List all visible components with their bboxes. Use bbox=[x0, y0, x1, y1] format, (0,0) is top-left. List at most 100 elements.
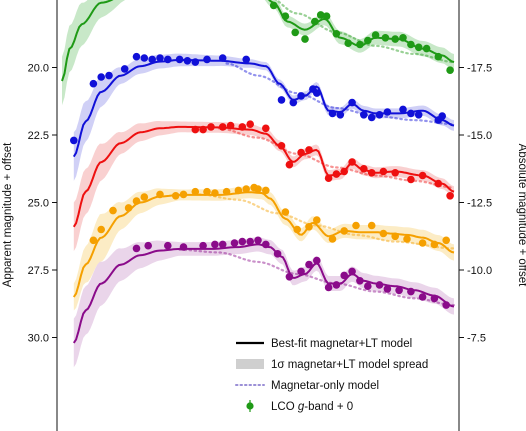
data-point-1-3 bbox=[105, 71, 113, 80]
data-point-2-23 bbox=[446, 192, 454, 200]
left-tick-label-1: 22.5 bbox=[28, 130, 49, 142]
data-point-3-20 bbox=[305, 223, 313, 231]
data-point-1-30 bbox=[414, 111, 423, 119]
data-point-1-4 bbox=[120, 65, 129, 73]
data-point-2-1 bbox=[199, 125, 207, 134]
data-point-3-23 bbox=[340, 227, 349, 235]
best-fit-curve-2 bbox=[72, 125, 455, 228]
data-point-1-11 bbox=[183, 57, 192, 65]
data-point-2-4 bbox=[226, 121, 235, 130]
data-point-2-17 bbox=[367, 169, 376, 177]
data-point-2-11 bbox=[305, 146, 313, 154]
data-point-4-27 bbox=[418, 293, 427, 301]
data-point-2-16 bbox=[360, 165, 368, 173]
spread-bands bbox=[62, 0, 455, 368]
data-point-4-6 bbox=[218, 240, 227, 249]
left-axis-label: Apparent magnitude + offset bbox=[2, 142, 14, 287]
right-tick-label-1: -15.0 bbox=[467, 130, 492, 142]
magnetar-only-curve-2 bbox=[217, 127, 456, 189]
data-point-3-18 bbox=[281, 208, 290, 216]
data-point-0-2 bbox=[291, 28, 300, 37]
data-point-3-26 bbox=[379, 229, 388, 238]
data-point-1-25 bbox=[367, 113, 376, 122]
data-point-1-1 bbox=[89, 79, 98, 88]
data-point-3-28 bbox=[403, 235, 411, 243]
data-point-4-4 bbox=[199, 241, 207, 250]
data-point-3-29 bbox=[418, 239, 427, 247]
data-point-4-7 bbox=[230, 239, 239, 247]
left-tick-label-2: 25.0 bbox=[28, 198, 49, 210]
data-point-1-27 bbox=[383, 108, 392, 116]
data-point-1-12 bbox=[191, 58, 200, 66]
data-point-1-5 bbox=[132, 52, 141, 61]
data-point-4-12 bbox=[273, 250, 282, 258]
data-point-2-20 bbox=[407, 175, 415, 184]
data-point-1-14 bbox=[218, 54, 227, 62]
data-point-3-16 bbox=[254, 185, 262, 193]
data-point-1-10 bbox=[175, 55, 184, 64]
data-point-1-23 bbox=[348, 98, 356, 107]
data-point-1-0 bbox=[70, 136, 78, 145]
data-point-1-2 bbox=[97, 73, 105, 81]
data-point-3-7 bbox=[171, 192, 180, 200]
data-point-3-27 bbox=[391, 232, 400, 241]
data-point-4-18 bbox=[332, 281, 341, 289]
data-point-3-1 bbox=[97, 225, 105, 234]
legend: Best-fit magnetar+LT model 1σ magnetar+L… bbox=[235, 338, 428, 413]
data-point-4-21 bbox=[356, 277, 364, 285]
data-point-1-18 bbox=[297, 92, 305, 100]
legend-entry-lco: LCO g-band + 0 bbox=[271, 401, 353, 413]
data-point-2-15 bbox=[348, 158, 356, 166]
data-point-3-9 bbox=[191, 187, 200, 196]
right-tick-label-0: -17.5 bbox=[467, 63, 492, 75]
magnetar-only-curve-1 bbox=[225, 62, 456, 126]
data-point-4-29 bbox=[442, 301, 451, 309]
data-point-1-20 bbox=[313, 89, 321, 97]
spread-band-1 bbox=[73, 53, 455, 181]
data-point-2-18 bbox=[379, 167, 388, 176]
data-point-0-4 bbox=[311, 17, 319, 26]
data-point-1-6 bbox=[140, 54, 149, 62]
data-point-3-5 bbox=[140, 193, 149, 201]
data-point-4-3 bbox=[179, 243, 188, 251]
data-point-0-7 bbox=[332, 30, 341, 38]
data-point-2-10 bbox=[297, 148, 305, 157]
data-point-3-17 bbox=[262, 186, 270, 195]
data-point-0-3 bbox=[301, 35, 309, 43]
axes bbox=[56, 0, 460, 431]
left-axis-ticks: 20.0 22.5 25.0 27.5 30.0 bbox=[28, 63, 57, 345]
right-axis-label: Absolute magnitude + offset bbox=[516, 144, 526, 287]
data-point-2-5 bbox=[238, 123, 247, 131]
data-point-2-0 bbox=[191, 125, 200, 134]
magnetar-only-curve-3 bbox=[198, 193, 456, 250]
data-point-4-8 bbox=[238, 237, 247, 246]
data-point-1-9 bbox=[164, 55, 172, 64]
data-point-4-17 bbox=[324, 283, 333, 292]
data-point-3-19 bbox=[293, 225, 302, 234]
data-point-2-8 bbox=[277, 142, 286, 150]
data-point-3-2 bbox=[109, 206, 117, 215]
data-point-0-15 bbox=[407, 40, 415, 49]
data-point-4-26 bbox=[407, 287, 415, 296]
data-point-3-4 bbox=[132, 197, 141, 205]
data-point-1-15 bbox=[242, 55, 250, 64]
data-point-2-2 bbox=[207, 123, 215, 131]
data-point-0-6 bbox=[322, 12, 331, 20]
data-point-0-9 bbox=[356, 40, 364, 49]
data-point-1-7 bbox=[148, 55, 156, 64]
data-point-2-7 bbox=[262, 124, 270, 133]
data-point-2-3 bbox=[218, 123, 227, 131]
data-point-2-6 bbox=[246, 120, 254, 128]
data-point-0-0 bbox=[269, 1, 278, 10]
data-point-4-14 bbox=[297, 267, 305, 276]
data-point-0-18 bbox=[434, 52, 443, 61]
data-point-4-0 bbox=[132, 244, 141, 253]
data-point-1-28 bbox=[399, 105, 407, 114]
data-point-4-23 bbox=[375, 281, 384, 289]
data-point-4-1 bbox=[144, 241, 152, 250]
data-point-2-9 bbox=[285, 160, 294, 169]
data-point-0-11 bbox=[371, 31, 380, 39]
data-point-0-8 bbox=[344, 39, 353, 47]
data-point-4-28 bbox=[430, 294, 439, 303]
